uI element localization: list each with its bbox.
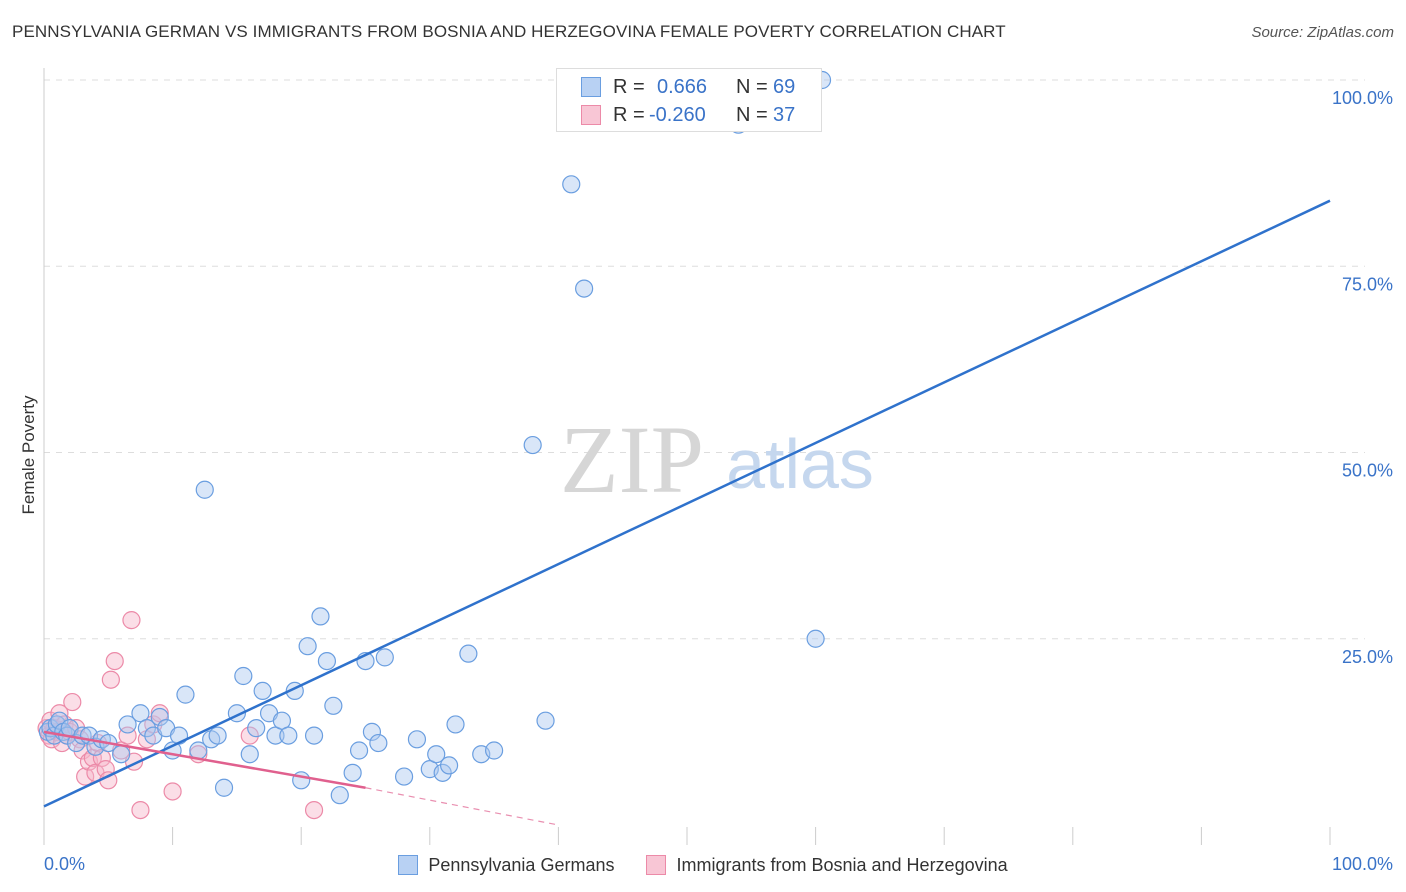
bosnia-point — [163, 782, 182, 801]
penn-german-point — [304, 726, 324, 745]
legend-label-bosnia: Immigrants from Bosnia and Herzegovina — [676, 854, 1008, 875]
y-tick-label: 50.0% — [1342, 461, 1393, 481]
stats-r-label: R = — [613, 76, 645, 98]
penn-german-point — [485, 741, 504, 760]
penn-german-point — [330, 786, 349, 805]
stats-n-value: 37 — [773, 104, 796, 126]
penn-german-point — [343, 763, 362, 782]
penn-german-point — [375, 648, 394, 667]
bosnia-point — [105, 651, 124, 671]
penn-german-point — [523, 435, 542, 455]
penn-german-point — [50, 711, 69, 730]
penn-german-point — [279, 726, 298, 745]
penn-german-point — [311, 607, 330, 626]
penn-german-point — [562, 175, 581, 194]
penn-german-point — [176, 685, 195, 704]
penn-german-point — [407, 730, 427, 749]
stats-swatch-blue — [581, 77, 601, 97]
watermark-atlas: atlas — [726, 425, 874, 503]
y-tick-label: 100.0% — [1332, 88, 1393, 108]
y-tick-label: 25.0% — [1342, 647, 1393, 667]
legend-swatch-pink — [646, 855, 667, 875]
bosnia-point — [304, 800, 324, 820]
stats-r-label: R = — [613, 104, 645, 126]
bosnia-point — [50, 704, 69, 723]
penn-german-point — [240, 745, 259, 764]
penn-german-point — [446, 715, 465, 734]
x-tick-label: 100.0% — [1332, 854, 1393, 874]
watermark: ZIP atlas — [560, 406, 874, 513]
stats-swatch-pink — [581, 105, 601, 125]
stats-n-value: 69 — [773, 76, 796, 98]
bosnia-point — [122, 611, 141, 630]
penn-german-point — [394, 767, 414, 786]
stats-n-label: N = — [736, 76, 768, 98]
stats-r-value: 0.666 — [657, 76, 708, 98]
bosnia-point — [131, 800, 150, 820]
trend-lines — [43, 199, 1331, 826]
penn-german-trendline — [43, 199, 1331, 808]
bosnia-point — [101, 670, 120, 689]
tick-labels: 25.0% 50.0% 75.0% 100.0% 0.0% 100.0% — [44, 88, 1393, 874]
penn-german-point — [137, 719, 156, 738]
penn-german-point — [536, 711, 555, 730]
y-tick-label: 75.0% — [1342, 274, 1393, 294]
legend-label-penn-german: Pennsylvania Germans — [428, 854, 615, 875]
penn-german-point — [439, 756, 459, 775]
stats-n-label: N = — [736, 104, 768, 126]
penn-german-point — [459, 644, 478, 663]
penn-german-point — [324, 696, 343, 715]
grid-lines — [44, 79, 1365, 640]
penn-german-point — [247, 719, 266, 738]
penn-german-point — [349, 741, 369, 760]
bosnia-point — [63, 692, 82, 712]
legend-item-bosnia[interactable]: Immigrants from Bosnia and Herzegovina — [646, 852, 1008, 878]
source-label: Source: ZipAtlas.com — [1251, 24, 1394, 41]
bosnia-trendline — [43, 730, 366, 789]
penn-german-point — [298, 637, 317, 656]
penn-german-point — [208, 726, 227, 745]
bosnia-trendline-extension — [365, 787, 559, 826]
penn-german-point — [317, 651, 337, 671]
penn-german-point — [234, 666, 253, 686]
penn-german-point — [195, 480, 214, 499]
penn-german-point — [150, 707, 169, 727]
penn-german-point — [253, 681, 272, 701]
penn-german-point — [362, 722, 382, 741]
x-tick-label: 0.0% — [44, 854, 85, 874]
y-axis-label: Female Poverty — [19, 395, 38, 515]
legend-swatch-blue — [398, 855, 419, 875]
penn-german-point — [575, 279, 594, 298]
penn-german-point — [433, 763, 452, 782]
legend-item-penn-german[interactable]: Pennsylvania Germans — [398, 852, 614, 878]
watermark-zip: ZIP — [560, 406, 704, 513]
stats-r-value: -0.260 — [649, 104, 706, 126]
penn-german-point — [427, 745, 446, 764]
penn-german-point — [369, 733, 388, 753]
bosnia-point — [240, 726, 259, 745]
stats-row-penn-german: R = 0.666 N = 69 — [557, 73, 821, 101]
penn-german-point — [806, 629, 825, 648]
penn-german-point — [214, 778, 234, 797]
penn-german-point — [112, 745, 131, 764]
stats-box: R = 0.666 N = 69 R = -0.260 N = 37 — [556, 68, 822, 132]
chart-title: PENNSYLVANIA GERMAN VS IMMIGRANTS FROM B… — [12, 22, 1006, 41]
stats-row-bosnia: R = -0.260 N = 37 — [557, 101, 821, 129]
penn-german-point — [118, 715, 137, 734]
series-penn-german-points — [38, 70, 832, 805]
bosnia-point — [76, 767, 95, 786]
chart-legend: Pennsylvania Germans Immigrants from Bos… — [0, 852, 1406, 878]
